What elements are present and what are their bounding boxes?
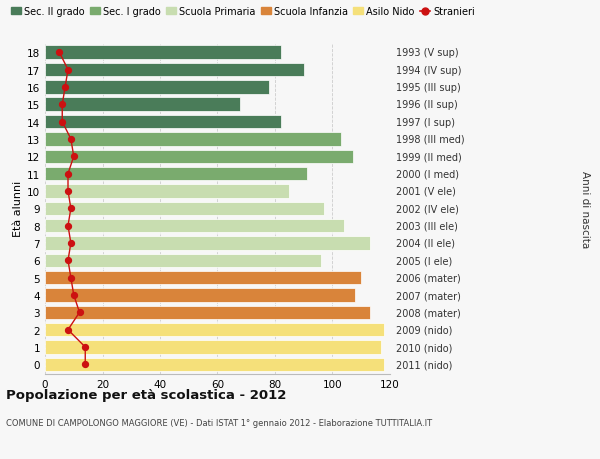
Text: 2006 (mater): 2006 (mater)	[395, 273, 460, 283]
Bar	[45, 81, 269, 95]
Bar	[45, 150, 353, 164]
Text: 1994 (IV sup): 1994 (IV sup)	[395, 66, 461, 75]
Bar	[45, 306, 370, 319]
Text: 1998 (III med): 1998 (III med)	[395, 134, 464, 145]
Text: 2004 (II ele): 2004 (II ele)	[395, 239, 455, 248]
Text: Anni di nascita: Anni di nascita	[580, 170, 590, 247]
Point	[69, 291, 79, 299]
Point	[66, 240, 76, 247]
Text: 1993 (V sup): 1993 (V sup)	[395, 48, 458, 58]
Point	[63, 326, 73, 334]
Bar	[45, 289, 355, 302]
Bar	[45, 202, 324, 216]
Text: 2002 (IV ele): 2002 (IV ele)	[395, 204, 458, 214]
Text: 1995 (III sup): 1995 (III sup)	[395, 83, 460, 93]
Point	[63, 67, 73, 74]
Text: COMUNE DI CAMPOLONGO MAGGIORE (VE) - Dati ISTAT 1° gennaio 2012 - Elaborazione T: COMUNE DI CAMPOLONGO MAGGIORE (VE) - Dat…	[6, 418, 432, 427]
Point	[63, 171, 73, 178]
Bar	[45, 323, 384, 337]
Bar	[45, 219, 344, 233]
Text: 1997 (I sup): 1997 (I sup)	[395, 118, 455, 127]
Y-axis label: Età alunni: Età alunni	[13, 181, 23, 237]
Text: 2010 (nido): 2010 (nido)	[395, 342, 452, 352]
Point	[63, 188, 73, 195]
Text: 2001 (V ele): 2001 (V ele)	[395, 186, 455, 196]
Text: 2003 (III ele): 2003 (III ele)	[395, 221, 458, 231]
Bar	[45, 133, 341, 146]
Bar	[45, 64, 304, 77]
Point	[66, 274, 76, 282]
Bar	[45, 254, 321, 268]
Point	[61, 84, 70, 91]
Text: 2007 (mater): 2007 (mater)	[395, 291, 461, 300]
Bar	[45, 341, 382, 354]
Point	[63, 257, 73, 264]
Point	[58, 101, 67, 109]
Point	[80, 344, 90, 351]
Point	[58, 119, 67, 126]
Text: 2009 (nido): 2009 (nido)	[395, 325, 452, 335]
Text: Popolazione per età scolastica - 2012: Popolazione per età scolastica - 2012	[6, 388, 286, 401]
Bar	[45, 168, 307, 181]
Text: 1996 (II sup): 1996 (II sup)	[395, 100, 457, 110]
Bar	[45, 271, 361, 285]
Bar	[45, 358, 384, 371]
Text: 2011 (nido): 2011 (nido)	[395, 359, 452, 369]
Text: 2000 (I med): 2000 (I med)	[395, 169, 458, 179]
Point	[66, 136, 76, 143]
Legend: Sec. II grado, Sec. I grado, Scuola Primaria, Scuola Infanzia, Asilo Nido, Stran: Sec. II grado, Sec. I grado, Scuola Prim…	[11, 7, 475, 17]
Bar	[45, 116, 281, 129]
Bar	[45, 98, 241, 112]
Point	[80, 361, 90, 368]
Point	[55, 50, 64, 57]
Point	[63, 223, 73, 230]
Point	[69, 153, 79, 161]
Point	[74, 309, 84, 316]
Bar	[45, 185, 289, 198]
Text: 1999 (II med): 1999 (II med)	[395, 152, 461, 162]
Text: 2008 (mater): 2008 (mater)	[395, 308, 460, 318]
Point	[66, 205, 76, 213]
Bar	[45, 237, 370, 250]
Text: 2005 (I ele): 2005 (I ele)	[395, 256, 452, 266]
Bar	[45, 46, 281, 60]
